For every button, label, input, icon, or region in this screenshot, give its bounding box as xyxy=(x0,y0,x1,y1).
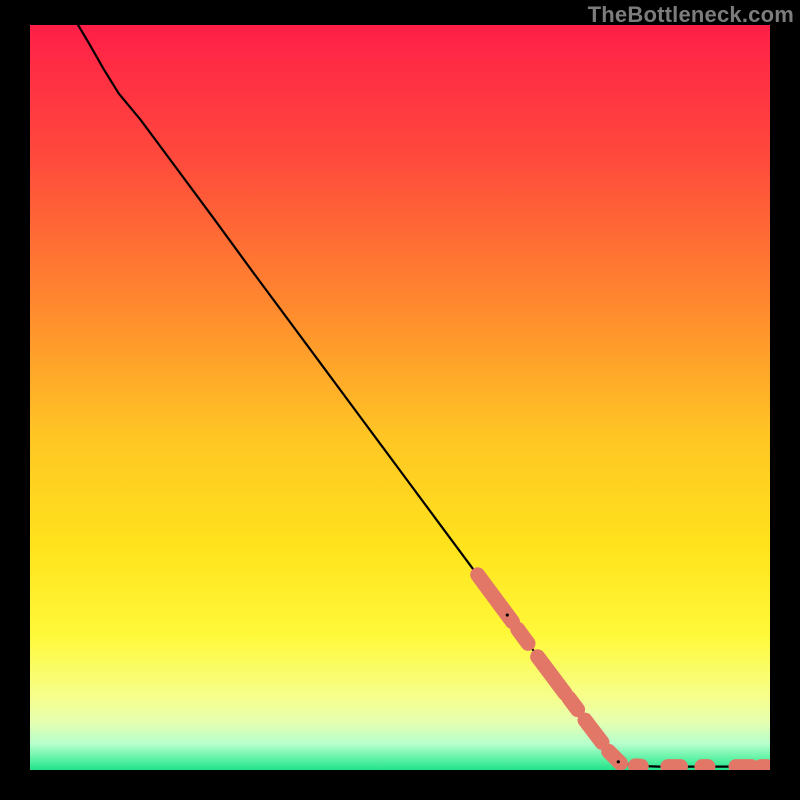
curve-dot xyxy=(506,613,509,616)
plot-area xyxy=(30,25,770,770)
highlight-segment xyxy=(569,698,578,710)
gradient-background xyxy=(30,25,770,770)
chart-stage: TheBottleneck.com xyxy=(0,0,800,800)
curve-dot xyxy=(617,760,620,763)
chart-svg xyxy=(30,25,770,770)
highlight-segment xyxy=(518,629,528,643)
watermark-text: TheBottleneck.com xyxy=(588,2,794,28)
